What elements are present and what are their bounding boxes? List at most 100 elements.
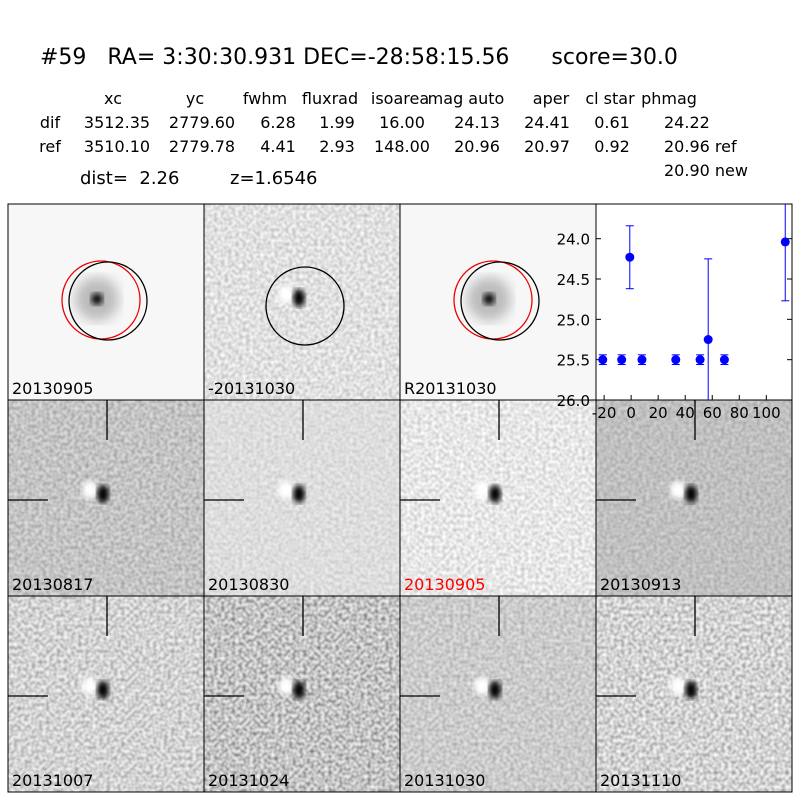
source-positive bbox=[474, 677, 490, 695]
stamp-label: R20131030 bbox=[404, 379, 497, 398]
y-tick-label: 24.5 bbox=[557, 271, 590, 289]
source-negative bbox=[97, 681, 109, 699]
table-cell: 16.00 bbox=[379, 113, 425, 132]
table-cell: 2779.60 bbox=[169, 113, 235, 132]
source-positive bbox=[670, 481, 686, 499]
stamp-label: 20130905 bbox=[404, 575, 485, 594]
column-header: isoarea bbox=[371, 89, 429, 108]
source-positive bbox=[82, 677, 98, 695]
source-negative bbox=[685, 485, 697, 503]
stamp-label: 20130817 bbox=[12, 575, 93, 594]
table-cell: 2779.78 bbox=[169, 137, 235, 156]
source-positive bbox=[670, 677, 686, 695]
table-cell: 20.96 bbox=[454, 137, 500, 156]
data-point bbox=[780, 237, 790, 247]
stamp-label: 20131007 bbox=[12, 771, 93, 790]
source-negative bbox=[685, 681, 697, 699]
column-header: cl star bbox=[585, 89, 635, 108]
data-point bbox=[719, 355, 729, 365]
table-cell: 2.93 bbox=[319, 137, 355, 156]
redshift: z=1.6546 bbox=[230, 168, 318, 189]
stamp: -20131030 bbox=[203, 203, 401, 401]
table-cell: 20.96 ref bbox=[664, 137, 737, 156]
source-negative bbox=[489, 485, 501, 503]
column-header: fwhm bbox=[243, 89, 287, 108]
plot-area bbox=[595, 203, 793, 401]
column-header: phmag bbox=[641, 89, 697, 108]
det-circle bbox=[460, 261, 540, 341]
det-circle bbox=[68, 261, 148, 341]
x-tick-label: -20 bbox=[592, 404, 617, 422]
stamp: 20131024 bbox=[203, 595, 401, 793]
stamp-label: 20130905 bbox=[12, 379, 93, 398]
source bbox=[483, 293, 495, 305]
source-negative bbox=[97, 485, 109, 503]
x-tick-label: 20 bbox=[649, 404, 668, 422]
x-tick-label: 80 bbox=[730, 404, 749, 422]
stamp-label: 20131030 bbox=[404, 771, 485, 790]
stamp-label: 20130830 bbox=[208, 575, 289, 594]
table-cell: 0.61 bbox=[594, 113, 630, 132]
table-cell: 24.13 bbox=[454, 113, 500, 132]
y-tick-label: 25.5 bbox=[557, 352, 590, 370]
x-tick-label: 60 bbox=[703, 404, 722, 422]
table-cell: 148.00 bbox=[374, 137, 430, 156]
source-positive bbox=[474, 481, 490, 499]
y-tick-label: 24.0 bbox=[557, 231, 590, 249]
data-point bbox=[598, 355, 608, 365]
stamp: 20131007 bbox=[7, 595, 205, 793]
source-positive bbox=[278, 285, 294, 303]
stamp-label: 20131024 bbox=[208, 771, 289, 790]
stamp-label: 20130913 bbox=[600, 575, 681, 594]
table-cell: 3510.10 bbox=[84, 137, 150, 156]
column-header: yc bbox=[186, 89, 204, 108]
data-point bbox=[695, 355, 705, 365]
x-tick-label: 100 bbox=[752, 404, 781, 422]
table-cell: 6.28 bbox=[260, 113, 296, 132]
column-header: mag auto bbox=[428, 89, 505, 108]
column-header: aper bbox=[533, 89, 570, 108]
source-negative bbox=[293, 289, 305, 307]
table-cell: 20.97 bbox=[524, 137, 570, 156]
stamp: 20131030 bbox=[399, 595, 597, 793]
stamp: 20130905 bbox=[399, 399, 597, 597]
stamp-label: 20131110 bbox=[600, 771, 681, 790]
row-label: dif bbox=[40, 113, 61, 132]
table-cell: 1.99 bbox=[319, 113, 355, 132]
source-positive bbox=[278, 677, 294, 695]
det-circle bbox=[265, 266, 345, 346]
table-cell: 0.92 bbox=[594, 137, 630, 156]
source-negative bbox=[293, 485, 305, 503]
stamp: R20131030 bbox=[399, 203, 597, 401]
source-negative bbox=[293, 681, 305, 699]
source-positive bbox=[278, 481, 294, 499]
source-positive bbox=[82, 481, 98, 499]
dist: dist= 2.26 bbox=[80, 168, 179, 189]
table-cell: 3512.35 bbox=[84, 113, 150, 132]
stamp: 20130830 bbox=[203, 399, 401, 597]
data-point bbox=[703, 335, 713, 345]
stamp-border bbox=[595, 595, 793, 793]
data-point bbox=[617, 355, 627, 365]
stamp: 20130817 bbox=[7, 399, 205, 597]
title: #59 RA= 3:30:30.931 DEC=-28:58:15.56 sco… bbox=[40, 45, 678, 70]
table-cell: 24.41 bbox=[524, 113, 570, 132]
plot-marks bbox=[598, 204, 790, 400]
x-tick-label: 0 bbox=[626, 404, 636, 422]
stamp-label: -20131030 bbox=[208, 379, 295, 398]
y-tick-label: 25.0 bbox=[557, 311, 590, 329]
data-point bbox=[637, 355, 647, 365]
stamp: 20131110 bbox=[595, 595, 793, 793]
stamp: 20130905 bbox=[7, 203, 205, 401]
source-negative bbox=[489, 681, 501, 699]
stamp: 20130913 bbox=[595, 399, 793, 597]
column-header: fluxrad bbox=[302, 89, 358, 108]
phmag-new: 20.90 new bbox=[664, 161, 748, 180]
data-point bbox=[671, 355, 681, 365]
x-tick-label: 40 bbox=[676, 404, 695, 422]
row-label: ref bbox=[39, 137, 61, 156]
source bbox=[91, 293, 103, 305]
table-cell: 24.22 bbox=[664, 113, 710, 132]
column-header: xc bbox=[104, 89, 122, 108]
